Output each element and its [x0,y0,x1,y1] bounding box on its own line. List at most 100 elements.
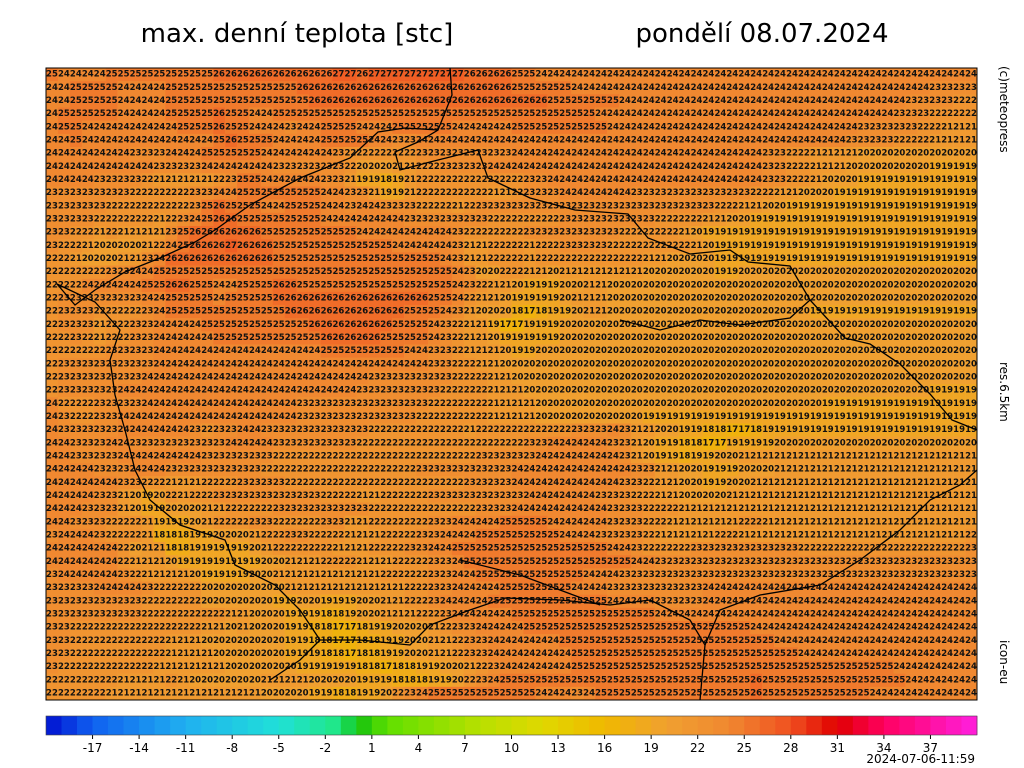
temp-label: 24 [130,83,142,93]
temp-cell [117,81,130,95]
temp-label: 24 [738,162,750,172]
temp-label: 25 [333,122,345,132]
temp-label: 24 [607,135,619,145]
temp-label: 19 [905,175,917,185]
temp-label: 24 [428,241,440,251]
temp-label: 26 [392,96,404,106]
temp-label: 23 [523,188,535,198]
temp-label: 26 [356,70,368,80]
temp-label: 26 [321,96,333,106]
temp-label: 24 [58,162,70,172]
temp-label: 24 [726,109,738,119]
temp-label: 26 [464,83,476,93]
temp-label: 22 [404,149,416,159]
temp-label: 24 [595,162,607,172]
temp-label: 23 [428,214,440,224]
temp-label: 24 [738,70,750,80]
temp-label: 24 [213,162,225,172]
temp-label: 23 [535,188,547,198]
temp-label: 25 [535,83,547,93]
temp-label: 19 [929,188,941,198]
temp-label: 26 [225,135,237,145]
temp-label: 25 [523,109,535,119]
temp-label: 25 [559,122,571,132]
temp-label: 24 [321,149,333,159]
temp-label: 20 [941,149,953,159]
temp-label: 19 [834,241,846,251]
temp-label: 22 [714,201,726,211]
temp-label: 24 [750,96,762,106]
temp-label: 22 [82,228,94,238]
temp-label: 25 [392,267,404,277]
temp-label: 25 [189,109,201,119]
temp-label: 21 [941,135,953,145]
temp-cell [905,68,918,82]
temp-label: 24 [631,109,643,119]
temp-label: 25 [153,70,165,80]
temp-label: 21 [189,175,201,185]
temp-cell [380,81,393,95]
temp-label: 25 [344,135,356,145]
temp-label: 24 [70,149,82,159]
temp-cell [201,68,214,82]
temp-label: 22 [655,228,667,238]
temp-cell [869,68,882,82]
temp-label: 23 [106,188,118,198]
temp-label: 25 [249,83,261,93]
temp-label: 23 [643,188,655,198]
temp-label: 22 [512,228,524,238]
temp-label: 25 [189,96,201,106]
temp-label: 23 [416,149,428,159]
temp-label: 25 [46,70,58,80]
temp-label: 24 [261,162,273,172]
temp-label: 24 [607,188,619,198]
temp-label: 24 [559,162,571,172]
temp-label: 25 [404,254,416,264]
temp-label: 24 [440,135,452,145]
temp-label: 24 [619,175,631,185]
temp-label: 26 [333,96,345,106]
temp-label: 25 [309,201,321,211]
temp-label: 24 [488,135,500,145]
temp-label: 24 [714,96,726,106]
temp-label: 24 [655,135,667,145]
temp-cell [236,81,250,95]
temp-label: 21 [738,201,750,211]
temp-label: 22 [380,149,392,159]
temp-cell [46,68,59,82]
temp-label: 24 [428,228,440,238]
temp-label: 20 [870,149,882,159]
temp-label: 24 [607,70,619,80]
temp-cell [260,81,274,95]
temp-cell [427,81,441,95]
temp-label: 24 [297,149,309,159]
temp-label: 24 [679,109,691,119]
temp-label: 24 [165,122,177,132]
temp-label: 23 [929,96,941,106]
temp-label: 25 [273,109,285,119]
temp-label: 24 [726,162,738,172]
temp-label: 25 [583,96,595,106]
temp-label: 24 [786,83,798,93]
temp-cell [105,81,118,95]
temp-label: 21 [834,162,846,172]
temp-label: 24 [905,70,917,80]
temp-label: 25 [595,96,607,106]
temp-label: 19 [965,162,977,172]
temp-label: 23 [70,188,82,198]
temp-label: 23 [94,201,106,211]
temp-cell [762,68,775,82]
temp-label: 20 [965,149,977,159]
temp-label: 19 [703,228,715,238]
temp-label: 25 [130,70,142,80]
temp-label: 25 [177,83,189,93]
temp-label: 19 [917,228,929,238]
temp-cell [499,81,512,95]
temp-cell [153,81,166,95]
temp-label: 24 [882,70,894,80]
temp-label: 26 [452,96,464,106]
temp-label: 23 [941,96,953,106]
temp-label: 21 [404,175,416,185]
temp-label: 21 [965,122,977,132]
temp-label: 24 [177,135,189,145]
